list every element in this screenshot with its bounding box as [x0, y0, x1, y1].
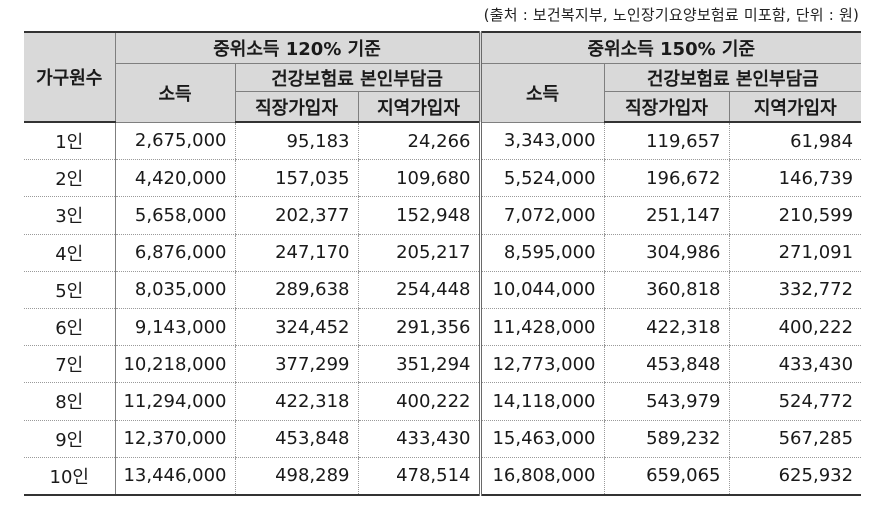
income-120-cell: 5,658,000 — [115, 196, 235, 235]
table-row: 9인 12,370,000 453,848 433,430 15,463,000 589,… — [24, 420, 862, 458]
regional-150-cell: 146,739 — [728, 159, 862, 198]
income-120-cell: 12,370,000 — [115, 420, 235, 458]
workplace-120-cell: 247,170 — [234, 234, 358, 272]
income-150-cell: 16,808,000 — [479, 457, 605, 496]
table-row: 7인 10,218,000 377,299 351,294 12,773,000 453,… — [24, 345, 862, 384]
income-120-cell: 13,446,000 — [115, 457, 235, 496]
table-row: 6인 9,143,000 324,452 291,356 11,428,000 422,3… — [24, 308, 862, 347]
regional-150-cell: 210,599 — [728, 196, 862, 235]
regional-120-cell: 254,448 — [357, 271, 482, 309]
table-row: 2인 4,420,000 157,035 109,680 5,524,000 196,67… — [24, 159, 862, 198]
income-150-cell: 14,118,000 — [479, 382, 605, 421]
regional-150-cell: 567,285 — [728, 420, 862, 458]
workplace-150-cell: 304,986 — [603, 234, 730, 272]
workplace-120-cell: 422,318 — [234, 382, 358, 421]
household-size-cell: 3인 — [24, 196, 116, 235]
income-150-cell: 3,343,000 — [479, 122, 605, 161]
regional-120-cell: 478,514 — [357, 457, 482, 496]
table-row: 1인 2,675,000 95,183 24,266 3,343,000 119,657 6… — [24, 122, 862, 161]
regional-150-cell: 61,984 — [728, 122, 862, 161]
household-size-cell: 10인 — [24, 457, 116, 496]
table-header: 가구원수 중위소득 120% 기준 중위소득 150% 기준 소득 건강보험료 … — [24, 31, 862, 123]
regional-150-header: 지역가입자 — [728, 91, 862, 123]
household-size-cell: 4인 — [24, 234, 116, 272]
workplace-150-cell: 422,318 — [603, 308, 730, 347]
income-120-cell: 4,420,000 — [115, 159, 235, 198]
workplace-120-cell: 95,183 — [234, 122, 358, 161]
table-row: 3인 5,658,000 202,377 152,948 7,072,000 251,14… — [24, 196, 862, 235]
regional-120-cell: 433,430 — [357, 420, 482, 458]
workplace-150-cell: 360,818 — [603, 271, 730, 309]
table-row: 8인 11,294,000 422,318 400,222 14,118,000 543,… — [24, 382, 862, 421]
premium-150-header: 건강보험료 본인부담금 — [603, 63, 862, 92]
regional-150-cell: 625,932 — [728, 457, 862, 496]
workplace-150-cell: 119,657 — [603, 122, 730, 161]
income-120-cell: 9,143,000 — [115, 308, 235, 347]
workplace-120-cell: 289,638 — [234, 271, 358, 309]
household-size-cell: 6인 — [24, 308, 116, 347]
income-150-cell: 7,072,000 — [479, 196, 605, 235]
regional-120-cell: 291,356 — [357, 308, 482, 347]
income-120-header: 소득 — [114, 63, 236, 123]
premium-table: 가구원수 중위소득 120% 기준 중위소득 150% 기준 소득 건강보험료 … — [24, 31, 862, 496]
income-150-cell: 15,463,000 — [479, 420, 605, 458]
table-row: 4인 6,876,000 247,170 205,217 8,595,000 304,98… — [24, 234, 862, 272]
workplace-120-cell: 202,377 — [234, 196, 358, 235]
income-150-cell: 11,428,000 — [479, 308, 605, 347]
regional-120-cell: 109,680 — [357, 159, 482, 198]
regional-120-header: 지역가입자 — [357, 91, 482, 123]
income-150-cell: 5,524,000 — [479, 159, 605, 198]
workplace-150-cell: 196,672 — [603, 159, 730, 198]
regional-150-cell: 332,772 — [728, 271, 862, 309]
household-size-cell: 1인 — [24, 122, 116, 161]
source-note: (출처 : 보건복지부, 노인장기요양보험료 미포함, 단위 : 원) — [483, 6, 859, 24]
household-size-cell: 2인 — [24, 159, 116, 198]
table-row: 5인 8,035,000 289,638 254,448 10,044,000 360,8… — [24, 271, 862, 309]
household-size-cell: 9인 — [24, 420, 116, 458]
income-120-cell: 11,294,000 — [115, 382, 235, 421]
workplace-150-cell: 251,147 — [603, 196, 730, 235]
premium-120-header: 건강보험료 본인부담금 — [234, 63, 482, 92]
income-150-cell: 8,595,000 — [479, 234, 605, 272]
income-120-cell: 6,876,000 — [115, 234, 235, 272]
income-120-cell: 2,675,000 — [115, 122, 235, 161]
workplace-150-header: 직장가입자 — [603, 91, 730, 123]
regional-120-cell: 205,217 — [357, 234, 482, 272]
regional-120-cell: 351,294 — [357, 345, 482, 384]
workplace-150-cell: 453,848 — [603, 345, 730, 384]
income-150-cell: 10,044,000 — [479, 271, 605, 309]
regional-120-cell: 152,948 — [357, 196, 482, 235]
workplace-150-cell: 543,979 — [603, 382, 730, 421]
regional-150-cell: 524,772 — [728, 382, 862, 421]
income-150-cell: 12,773,000 — [479, 345, 605, 384]
income-150-header: 소득 — [479, 63, 605, 123]
table-body: 1인 2,675,000 95,183 24,266 3,343,000 119,657 6… — [24, 122, 862, 496]
household-size-cell: 5인 — [24, 271, 116, 309]
workplace-120-cell: 498,289 — [234, 457, 358, 496]
workplace-120-cell: 324,452 — [234, 308, 358, 347]
regional-150-cell: 271,091 — [728, 234, 862, 272]
workplace-150-cell: 589,232 — [603, 420, 730, 458]
household-size-header: 가구원수 — [24, 31, 116, 123]
regional-120-cell: 400,222 — [357, 382, 482, 421]
median-income-150-header: 중위소득 150% 기준 — [479, 31, 862, 64]
workplace-120-cell: 157,035 — [234, 159, 358, 198]
household-size-cell: 7인 — [24, 345, 116, 384]
median-income-120-header: 중위소득 120% 기준 — [114, 31, 482, 64]
regional-120-cell: 24,266 — [357, 122, 482, 161]
income-120-cell: 8,035,000 — [115, 271, 235, 309]
workplace-120-cell: 453,848 — [234, 420, 358, 458]
workplace-150-cell: 659,065 — [603, 457, 730, 496]
table-row: 10인 13,446,000 498,289 478,514 16,808,000 659… — [24, 457, 862, 496]
regional-150-cell: 433,430 — [728, 345, 862, 384]
workplace-120-header: 직장가입자 — [234, 91, 359, 123]
household-size-cell: 8인 — [24, 382, 116, 421]
income-120-cell: 10,218,000 — [115, 345, 235, 384]
regional-150-cell: 400,222 — [728, 308, 862, 347]
workplace-120-cell: 377,299 — [234, 345, 358, 384]
